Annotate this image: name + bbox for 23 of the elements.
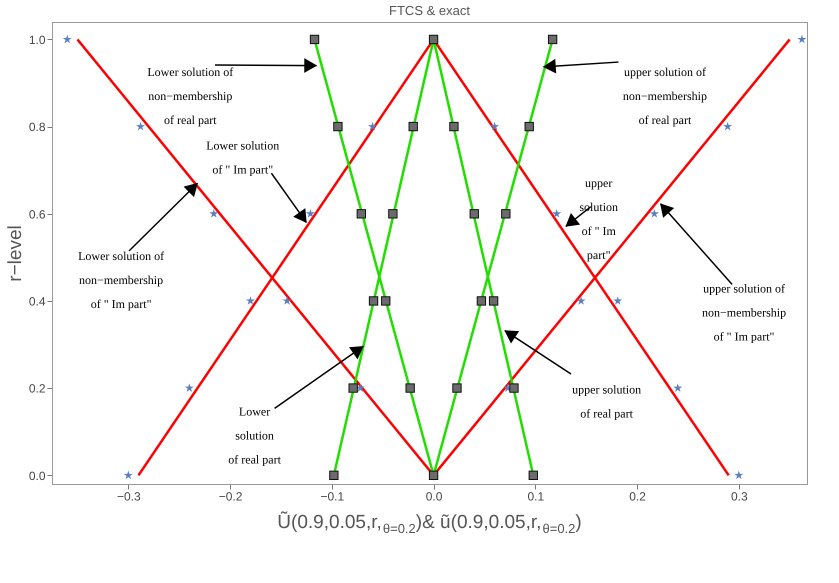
y-tick-label: 1.0 [28, 32, 46, 47]
annotation: Lower solution of non−membership of real part [147, 64, 234, 127]
x-tick-label: 0.0 [426, 490, 443, 504]
y-tick-label: 0.8 [28, 120, 46, 134]
annotation: Lower solution of real part [228, 404, 282, 466]
y-tick-label: 0.0 [28, 468, 46, 483]
x-tick-label: −0.1 [320, 490, 344, 504]
y-tick-label: 0.2 [28, 382, 46, 396]
x-tick-label: 0.2 [629, 490, 646, 504]
y-axis-title: r−level [4, 225, 26, 282]
y-tick-label: 0.6 [28, 207, 46, 222]
annotation: Lower solution of " Im part" [206, 138, 280, 177]
y-tick-label: 0.4 [28, 294, 46, 308]
x-tick-label: 0.1 [527, 490, 544, 504]
chart-title: FTCS & exact [389, 3, 470, 18]
annotation: upper solution of non−membership of real part [622, 64, 708, 127]
x-tick-label: −0.2 [218, 490, 243, 504]
x-tick-label: −0.3 [116, 490, 141, 504]
annotation: upper solution of real part [572, 382, 642, 421]
x-tick-label: 0.3 [730, 490, 748, 504]
annotation: Lower solution of non−membership of " Im part" [78, 248, 164, 311]
annotation: upper solution of non−membership of " Im part" [702, 281, 786, 344]
annotation: upper solution of " Im part" [579, 176, 618, 262]
